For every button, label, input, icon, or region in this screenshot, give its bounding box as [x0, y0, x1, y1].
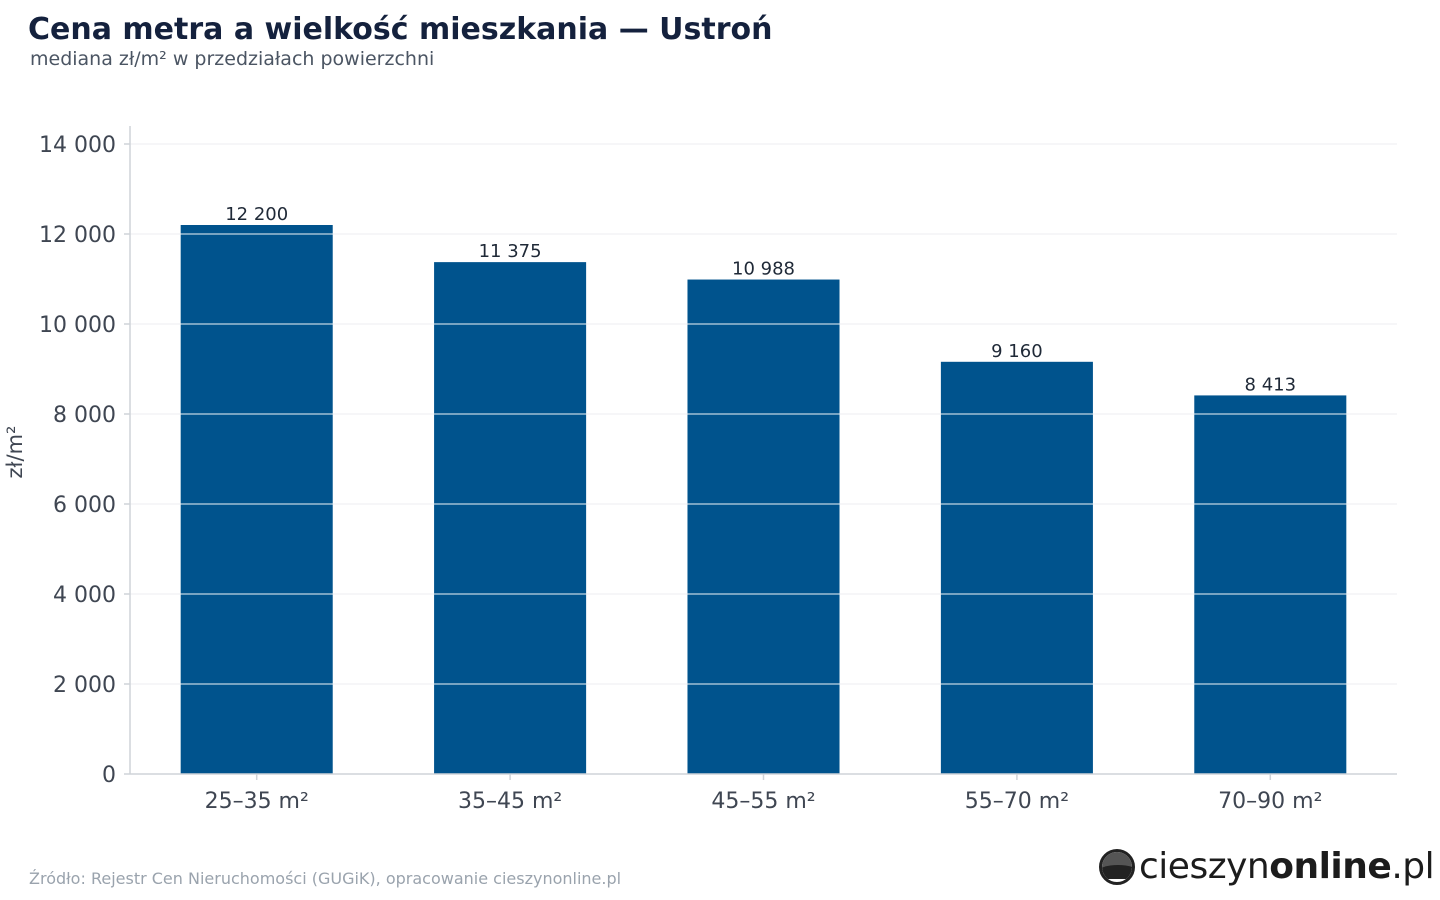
y-tick-label: 14 000 — [39, 133, 116, 158]
axes — [124, 126, 1397, 780]
y-tick-label: 4 000 — [53, 583, 116, 608]
bar — [180, 225, 333, 774]
chart-subtitle: mediana zł/m² w przedziałach powierzchni — [30, 48, 435, 70]
brand-wordmark: cieszynonline.pl — [1139, 846, 1435, 887]
data-label: 10 988 — [732, 259, 795, 280]
brand-suffix: .pl — [1391, 846, 1435, 887]
labels: 0 2 000 4 000 6 000 8 000 10 000 12 000 14 000 1… — [39, 133, 1322, 814]
y-tick-label: 2 000 — [53, 673, 116, 698]
y-tick-label: 8 000 — [53, 403, 116, 428]
data-label: 11 375 — [479, 241, 542, 262]
cieszyn-landscape-badge-icon — [1099, 848, 1135, 885]
bar — [687, 279, 840, 774]
y-tick-label: 10 000 — [39, 313, 116, 338]
brand-prefix: cieszyn — [1139, 846, 1270, 887]
y-axis-label: zł/m² — [3, 426, 27, 479]
chart-title: Cena metra a wielkość mieszkania — Ustro… — [28, 12, 773, 47]
bar — [1194, 395, 1347, 774]
data-label: 9 160 — [991, 341, 1043, 362]
y-tick-label: 6 000 — [53, 493, 116, 518]
source-note: Źródło: Rejestr Cen Nieruchomości (GUGiK… — [29, 869, 622, 888]
x-tick-label: 55–70 m² — [965, 789, 1069, 814]
x-tick-label: 45–55 m² — [711, 789, 815, 814]
data-label: 12 200 — [225, 204, 288, 225]
brand-bold: online — [1269, 846, 1392, 887]
y-tick-label: 0 — [102, 763, 116, 788]
bar — [940, 361, 1093, 774]
data-label: 8 413 — [1245, 374, 1297, 395]
grid-overlay — [130, 143, 1397, 685]
brand-logo: cieszynonline.pl — [1099, 846, 1435, 887]
x-tick-label: 25–35 m² — [205, 789, 309, 814]
y-tick-label: 12 000 — [39, 223, 116, 248]
x-tick-label: 70–90 m² — [1218, 789, 1322, 814]
x-tick-label: 35–45 m² — [458, 789, 562, 814]
bar — [434, 262, 587, 774]
bars — [130, 143, 1397, 774]
